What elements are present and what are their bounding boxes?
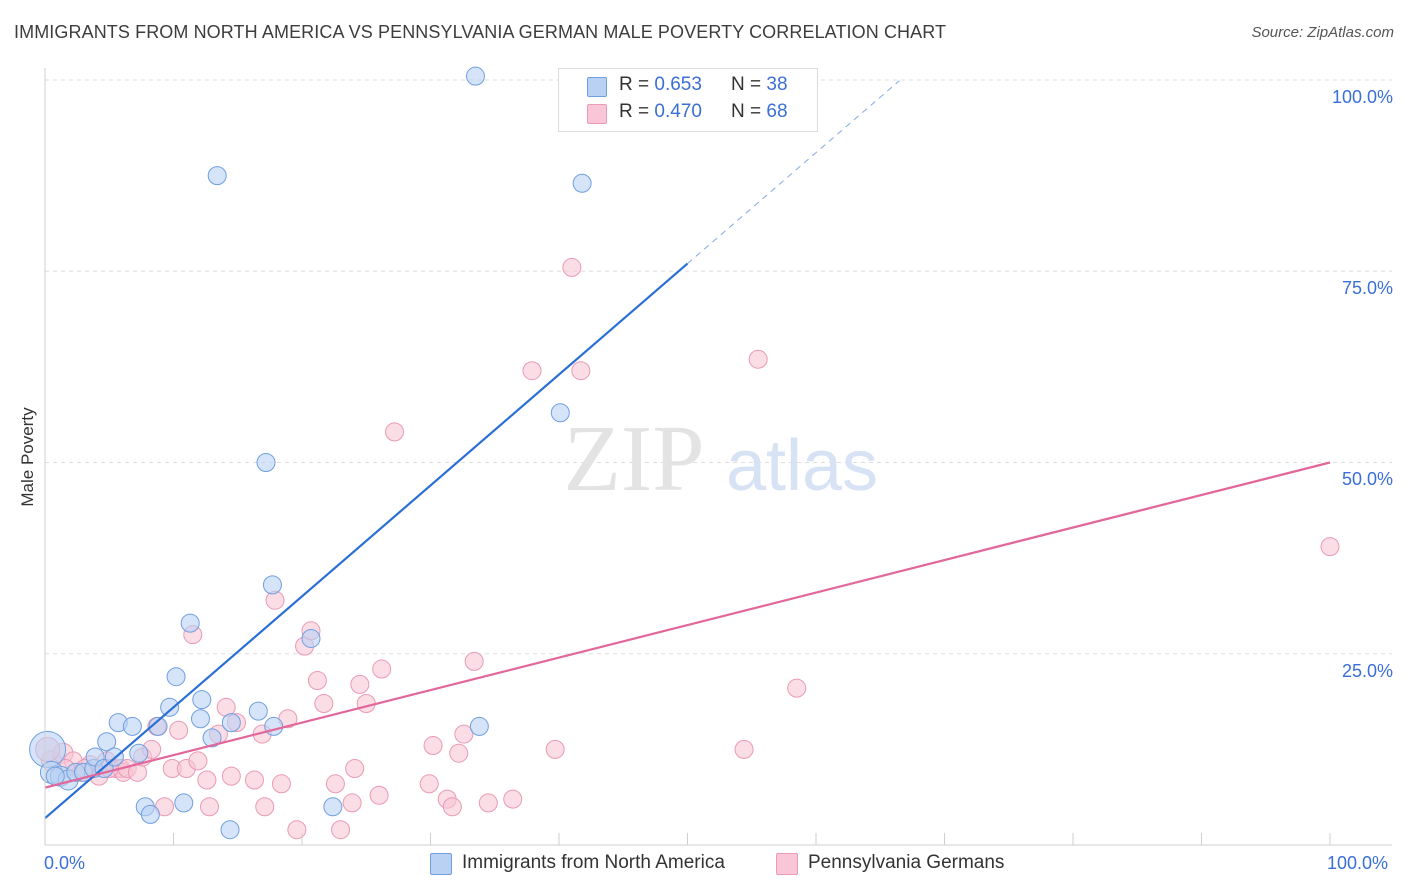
watermark-zip: ZIP: [564, 407, 705, 511]
blue-point-18: [166, 667, 186, 687]
bottom-legend-swatch-pink: [776, 853, 798, 875]
pink-point-46: [385, 422, 405, 442]
pink-point-48: [423, 736, 443, 756]
blue-point-28: [262, 575, 282, 595]
legend-n-label: N = 38: [731, 74, 788, 95]
blue-trend-extension: [687, 80, 900, 264]
pink-point-17: [169, 720, 189, 740]
y-tick-50: 50.0%: [1341, 469, 1393, 489]
pink-point-37: [314, 693, 334, 713]
series-blue-points: [29, 66, 592, 840]
chart-title: IMMIGRANTS FROM NORTH AMERICA VS PENNSYL…: [14, 22, 947, 42]
pink-point-59: [571, 361, 591, 381]
axes: [44, 68, 1392, 846]
x-tick-max: 100.0%: [1327, 853, 1389, 873]
blue-point-33: [469, 716, 489, 736]
pink-point-61: [748, 349, 768, 369]
pink-point-62: [787, 678, 807, 698]
blue-point-36: [207, 166, 227, 186]
y-tick-75: 75.0%: [1341, 278, 1393, 298]
blue-point-23: [202, 728, 222, 748]
blue-point-17: [160, 697, 180, 717]
blue-trend-line: [44, 262, 689, 820]
pink-point-29: [255, 797, 275, 817]
pink-point-41: [345, 759, 365, 778]
blue-point-13: [129, 743, 149, 763]
legend-r-value: 0.470: [654, 101, 702, 122]
y-tick-100: 100.0%: [1331, 87, 1393, 107]
blue-point-19: [174, 793, 194, 813]
legend-r-value: 0.653: [654, 74, 702, 95]
blue-point-16: [148, 716, 168, 736]
legend-r-label: R = 0.470: [619, 101, 702, 122]
source-label: Source: ZipAtlas.com: [1251, 24, 1394, 41]
blue-point-20: [180, 613, 200, 633]
pink-point-55: [503, 789, 523, 809]
blue-point-27: [256, 453, 276, 472]
series-pink-points: [35, 257, 1340, 840]
legend-n-value: 38: [766, 74, 788, 95]
pink-point-43: [356, 693, 376, 713]
blue-point-31: [323, 797, 343, 817]
legend-r-label: R = 0.653: [619, 74, 702, 95]
pink-point-38: [325, 774, 345, 794]
x-tick-min: 0.0%: [44, 853, 86, 873]
blue-point-22: [192, 690, 212, 710]
pink-point-44: [369, 785, 389, 805]
blue-point-32: [465, 66, 485, 86]
legend-swatch-pink: [587, 104, 607, 124]
pink-point-25: [221, 766, 241, 786]
bottom-legend-label-blue: Immigrants from North America: [462, 852, 725, 873]
pink-point-56: [522, 361, 542, 381]
blue-point-25: [221, 713, 241, 733]
trend-lines: [44, 80, 1331, 820]
pink-point-21: [197, 770, 217, 790]
pink-point-42: [350, 674, 370, 694]
pink-point-63: [1320, 537, 1340, 557]
pink-point-40: [342, 793, 362, 813]
blue-point-30: [301, 628, 321, 648]
watermark: ZIP atlas: [564, 407, 879, 511]
blue-point-21: [190, 709, 210, 729]
pink-point-39: [331, 820, 351, 840]
blue-point-26: [248, 701, 268, 721]
pink-point-45: [372, 659, 392, 679]
blue-point-34: [550, 403, 570, 423]
pink-point-50: [442, 797, 462, 817]
pink-trend-line: [44, 461, 1331, 789]
blue-point-9: [97, 732, 117, 752]
y-tick-25: 25.0%: [1341, 661, 1393, 681]
blue-point-12: [122, 716, 142, 736]
pink-point-54: [478, 793, 498, 813]
pink-point-60: [734, 739, 754, 759]
pink-point-47: [419, 774, 439, 794]
watermark-atlas: atlas: [726, 426, 878, 506]
pink-point-57: [545, 739, 565, 759]
pink-point-20: [188, 751, 208, 771]
legend-n-label: N = 68: [731, 101, 788, 122]
pink-point-52: [454, 724, 474, 744]
blue-point-29: [264, 716, 284, 736]
legend-swatch-blue: [587, 77, 607, 97]
bottom-legend-swatch-blue: [430, 853, 452, 875]
grid-lines: [45, 79, 1392, 655]
pink-point-22: [199, 797, 219, 817]
pink-point-53: [464, 651, 484, 671]
blue-point-24: [220, 820, 240, 840]
blue-point-35: [572, 173, 592, 193]
pink-point-58: [562, 257, 582, 277]
pink-point-36: [307, 671, 327, 691]
pink-point-33: [287, 820, 307, 840]
pink-point-31: [271, 774, 291, 794]
legend-box: R = 0.653 N = 38 R = 0.470 N = 68: [558, 68, 818, 132]
bottom-legend-label-pink: Pennsylvania Germans: [808, 852, 1005, 873]
pink-point-51: [449, 743, 469, 763]
legend-n-value: 68: [766, 101, 788, 122]
blue-point-15: [140, 804, 160, 824]
pink-point-27: [244, 770, 264, 790]
